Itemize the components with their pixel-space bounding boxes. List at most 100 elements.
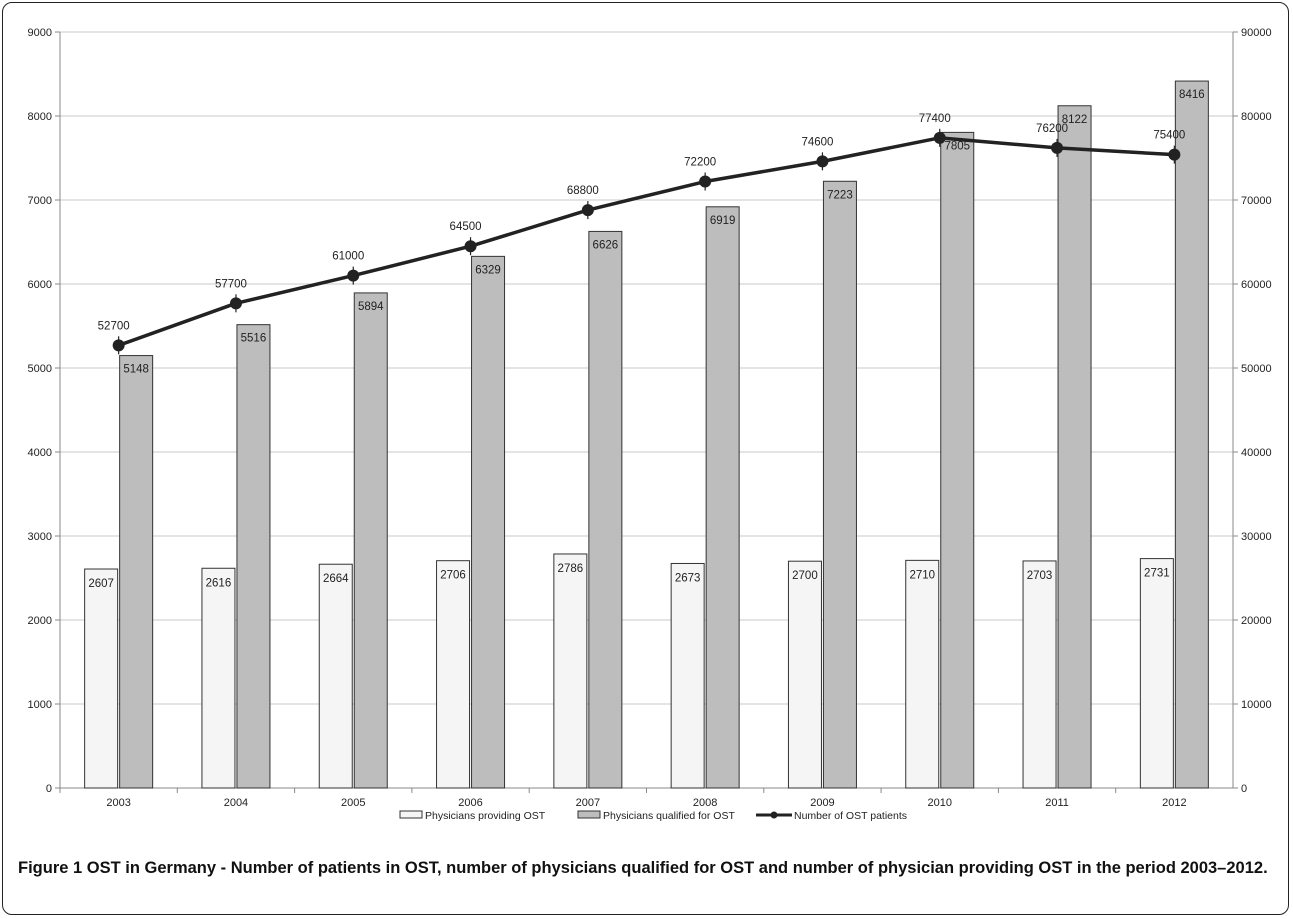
x-axis-tick-label: 2011 — [1045, 797, 1069, 809]
legend-swatch-patients-marker — [770, 811, 778, 819]
marker-ost-patients — [581, 204, 594, 217]
marker-ost-patients — [933, 131, 946, 144]
right-axis-tick-label: 30000 — [1241, 531, 1272, 543]
x-axis-tick-label: 2012 — [1162, 797, 1186, 809]
data-label-providing: 2731 — [1144, 568, 1170, 580]
data-label-patients: 72200 — [684, 157, 716, 169]
x-axis-tick-label: 2003 — [106, 797, 130, 809]
right-axis-tick-label: 70000 — [1241, 195, 1272, 207]
left-axis-tick-label: 2000 — [28, 615, 52, 627]
right-axis-tick-label: 90000 — [1241, 27, 1272, 39]
legend-label-patients: Number of OST patients — [794, 810, 907, 822]
data-label-qualified: 7223 — [827, 189, 853, 201]
x-axis-tick-label: 2010 — [928, 797, 952, 809]
data-label-patients: 57700 — [215, 278, 247, 290]
data-label-providing: 2710 — [909, 569, 935, 581]
marker-ost-patients — [464, 240, 477, 253]
marker-ost-patients — [816, 155, 829, 168]
bar-physicians-providing-ost — [553, 553, 588, 789]
data-label-qualified: 7805 — [944, 140, 970, 152]
marker-ost-patients — [1168, 148, 1181, 161]
left-axis-tick-label: 5000 — [28, 363, 52, 375]
data-label-qualified: 8416 — [1179, 89, 1205, 101]
bar-physicians-providing-ost — [201, 567, 236, 789]
data-label-providing: 2786 — [558, 563, 584, 575]
x-axis-tick-label: 2005 — [341, 797, 365, 809]
right-axis-tick-label: 80000 — [1241, 111, 1272, 123]
bar-physicians-qualified-ost — [236, 324, 271, 789]
data-label-providing: 2673 — [675, 572, 701, 584]
legend-swatch-providing — [399, 810, 423, 819]
bar-physicians-providing-ost — [787, 560, 822, 789]
bar-physicians-providing-ost — [670, 562, 705, 789]
left-axis-tick-label: 7000 — [28, 195, 52, 207]
data-label-qualified: 6329 — [475, 264, 501, 276]
data-label-providing: 2664 — [323, 573, 349, 585]
right-axis-tick-label: 60000 — [1241, 279, 1272, 291]
data-label-providing: 2700 — [792, 570, 818, 582]
x-axis-tick-label: 2006 — [458, 797, 482, 809]
bar-physicians-qualified-ost — [822, 180, 857, 789]
chart-svg: 0100020003000400050006000700080009000010… — [28, 27, 1272, 822]
bar-physicians-qualified-ost — [119, 355, 154, 789]
left-axis-tick-label: 4000 — [28, 447, 52, 459]
bar-physicians-providing-ost — [1139, 558, 1174, 789]
marker-ost-patients — [699, 175, 712, 188]
x-axis-tick-label: 2007 — [576, 797, 600, 809]
data-label-qualified: 5148 — [123, 364, 149, 376]
data-label-qualified: 6919 — [710, 215, 736, 227]
data-label-patients: 77400 — [919, 113, 951, 125]
bar-physicians-providing-ost — [1022, 560, 1057, 789]
right-axis-tick-label: 40000 — [1241, 447, 1272, 459]
left-axis-tick-label: 0 — [46, 783, 52, 795]
data-label-patients: 52700 — [98, 320, 130, 332]
caption-text: OST in Germany - Number of patients in O… — [86, 859, 1268, 877]
legend-swatch-qualified — [577, 810, 601, 819]
figure-caption: Figure 1 OST in Germany - Number of pati… — [18, 857, 1268, 880]
right-axis-tick-label: 20000 — [1241, 615, 1272, 627]
right-axis-tick-label: 10000 — [1241, 699, 1272, 711]
data-label-patients: 68800 — [567, 185, 599, 197]
caption-label: Figure 1 — [18, 859, 83, 877]
left-axis-tick-label: 8000 — [28, 111, 52, 123]
bar-physicians-qualified-ost — [471, 255, 506, 789]
marker-ost-patients — [347, 269, 360, 282]
bar-physicians-qualified-ost — [1174, 80, 1209, 789]
left-axis-tick-label: 9000 — [28, 27, 52, 39]
bar-physicians-providing-ost — [318, 563, 353, 789]
left-axis-tick-label: 1000 — [28, 699, 52, 711]
data-label-patients: 74600 — [801, 136, 833, 148]
data-label-patients: 75400 — [1153, 130, 1185, 142]
data-label-qualified: 5516 — [241, 333, 267, 345]
bar-physicians-providing-ost — [436, 560, 471, 789]
data-label-patients: 61000 — [332, 251, 364, 263]
right-axis-tick-label: 50000 — [1241, 363, 1272, 375]
marker-ost-patients — [229, 297, 242, 310]
legend-label-qualified: Physicians qualified for OST — [603, 810, 735, 822]
bar-physicians-qualified-ost — [940, 131, 975, 789]
data-label-providing: 2703 — [1027, 570, 1053, 582]
left-axis-tick-label: 6000 — [28, 279, 52, 291]
data-label-patients: 64500 — [450, 221, 482, 233]
marker-ost-patients — [112, 339, 125, 352]
x-axis-tick-label: 2008 — [693, 797, 717, 809]
right-axis-tick-label: 0 — [1241, 783, 1247, 795]
legend-label-providing: Physicians providing OST — [425, 810, 546, 822]
data-label-providing: 2706 — [440, 570, 466, 582]
line-ost-patients — [118, 136, 1175, 347]
data-label-qualified: 6626 — [593, 239, 619, 251]
bar-physicians-providing-ost — [905, 559, 940, 789]
left-axis-tick-label: 3000 — [28, 531, 52, 543]
data-label-providing: 2607 — [88, 578, 114, 590]
bar-physicians-qualified-ost — [1057, 105, 1092, 789]
data-label-providing: 2616 — [206, 577, 232, 589]
x-axis-tick-label: 2009 — [810, 797, 834, 809]
data-label-qualified: 8122 — [1062, 114, 1088, 126]
bar-physicians-providing-ost — [84, 568, 119, 789]
bar-physicians-qualified-ost — [353, 292, 388, 789]
bar-physicians-qualified-ost — [588, 230, 623, 789]
data-label-qualified: 5894 — [358, 301, 384, 313]
x-axis-tick-label: 2004 — [224, 797, 248, 809]
data-label-patients: 76200 — [1036, 123, 1068, 135]
marker-ost-patients — [1051, 141, 1064, 154]
